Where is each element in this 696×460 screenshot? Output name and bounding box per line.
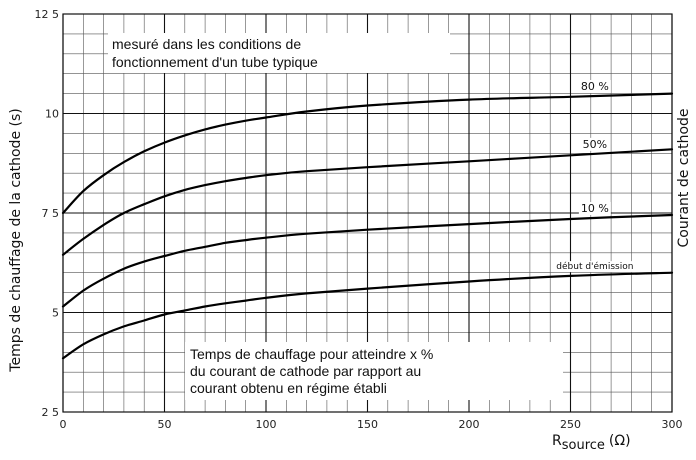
x-tick-label: 200 [459, 418, 480, 431]
series-labels: 80 % 50% 10 % début d'émission [554, 80, 636, 273]
x-axis-subscript: source [562, 438, 605, 453]
y-axis-label: Temps de chauffage de la cathode (s) [8, 108, 24, 372]
series-label-background [580, 137, 610, 151]
y-tick-label: 5 [52, 307, 59, 320]
annotation-line-1: Temps de chauffage pour atteindre x % [190, 346, 433, 362]
series-label-background [578, 202, 611, 216]
x-axis-label: Rsource (Ω) [552, 433, 631, 453]
series-label-background [554, 261, 636, 273]
y-tick-label: 7 5 [42, 207, 60, 220]
series-label: 80 % [581, 80, 609, 93]
x-axis-unit: (Ω) [609, 433, 631, 449]
series-line [61, 271, 674, 360]
series-label: 50% [583, 138, 607, 151]
x-tick-label: 300 [662, 418, 683, 431]
x-tick-label: 250 [560, 418, 581, 431]
x-tick-label: 150 [357, 418, 378, 431]
series-label-background [578, 80, 611, 94]
series-line [61, 213, 674, 308]
series-line [61, 148, 674, 256]
annotation-line-3: courant obtenu en régime établi [190, 380, 387, 396]
x-tick-label: 100 [256, 418, 277, 431]
series-lines [61, 92, 674, 360]
series-line [61, 92, 674, 215]
annotation-line-2: du courant de cathode par rapport au [190, 363, 421, 379]
annotation-definition: Temps de chauffage pour atteindre x % du… [185, 342, 563, 400]
y-tick-label: 10 [45, 108, 59, 121]
series-label: 10 % [581, 202, 609, 215]
x-tick-label: 0 [60, 418, 67, 431]
x-tick-label: 50 [158, 418, 172, 431]
annotation-line-2: fonctionnement d'un tube typique [112, 54, 318, 70]
right-axis-label: Courant de cathode [676, 108, 692, 247]
y-tick-label: 2 5 [42, 406, 60, 419]
x-tick-labels: 0 50 100 150 200 250 300 [60, 418, 683, 431]
annotation-measured: mesuré dans les conditions de fonctionne… [108, 33, 450, 73]
annotation-line-1: mesuré dans les conditions de [112, 36, 301, 52]
x-axis-symbol: R [552, 433, 562, 449]
y-tick-labels: 2 5 5 7 5 10 12 5 [35, 8, 60, 419]
y-tick-label: 12 5 [35, 8, 60, 21]
series-label: début d'émission [556, 261, 633, 272]
